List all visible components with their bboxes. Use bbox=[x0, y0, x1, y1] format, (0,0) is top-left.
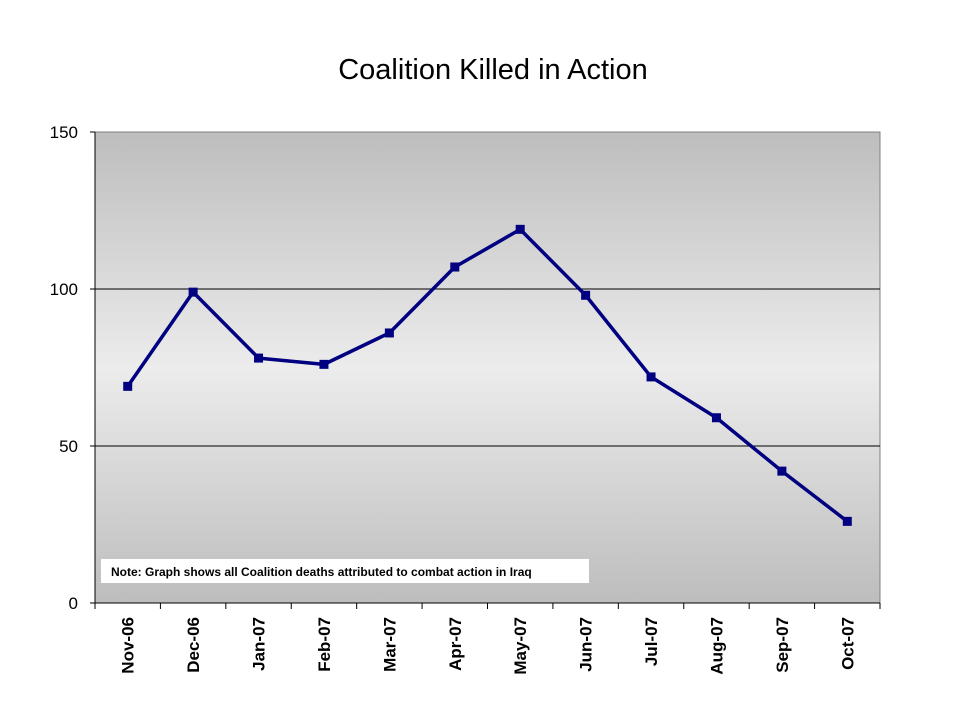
note-box: Note: Graph shows all Coalition deaths a… bbox=[101, 559, 589, 583]
data-point-jul-07 bbox=[646, 372, 656, 382]
series-line-0 bbox=[126, 227, 849, 523]
data-point-mar-07 bbox=[384, 328, 394, 338]
x-tick-label-nov-06: Nov-06 bbox=[119, 617, 138, 674]
x-tick-label-feb-07: Feb-07 bbox=[315, 617, 334, 672]
y-tick-label-0: 0 bbox=[69, 594, 78, 613]
x-tick-label-oct-07: Oct-07 bbox=[838, 617, 857, 670]
data-point-nov-06 bbox=[123, 381, 133, 391]
data-point-may-07 bbox=[515, 224, 525, 234]
data-point-sep-07 bbox=[777, 466, 787, 476]
y-axis-ticks: 0 50 100 150 bbox=[50, 123, 95, 613]
x-tick-label-apr-07: Apr-07 bbox=[446, 617, 465, 671]
data-point-aug-07 bbox=[711, 413, 721, 423]
series-group bbox=[123, 224, 852, 526]
data-point-jan-07 bbox=[254, 353, 264, 363]
x-tick-label-jun-07: Jun-07 bbox=[577, 617, 596, 672]
x-axis-ticks: Nov-06 Dec-06 Jan-07 Feb-07 Mar-07 Apr-07 May-… bbox=[94, 603, 881, 675]
y-tick-label-50: 50 bbox=[59, 437, 78, 456]
x-tick-label-may-07: May-07 bbox=[511, 617, 530, 675]
x-tick-label-sep-07: Sep-07 bbox=[773, 617, 792, 673]
note-text: Note: Graph shows all Coalition deaths a… bbox=[111, 565, 532, 579]
x-tick-label-mar-07: Mar-07 bbox=[380, 617, 399, 672]
y-tick-label-150: 150 bbox=[50, 123, 78, 142]
data-point-dec-06 bbox=[188, 287, 198, 297]
note-background bbox=[101, 559, 589, 583]
x-tick-label-jan-07: Jan-07 bbox=[250, 617, 269, 671]
x-tick-label-jul-07: Jul-07 bbox=[642, 617, 661, 666]
x-tick-label-aug-07: Aug-07 bbox=[707, 617, 726, 675]
x-tick-label-dec-06: Dec-06 bbox=[184, 617, 203, 673]
data-point-feb-07 bbox=[319, 359, 329, 369]
data-point-oct-07 bbox=[842, 516, 852, 526]
chart-title: Coalition Killed in Action bbox=[338, 54, 648, 86]
y-tick-label-100: 100 bbox=[50, 280, 78, 299]
data-point-apr-07 bbox=[450, 262, 460, 272]
data-point-jun-07 bbox=[581, 290, 591, 300]
plot-area bbox=[94, 131, 881, 604]
